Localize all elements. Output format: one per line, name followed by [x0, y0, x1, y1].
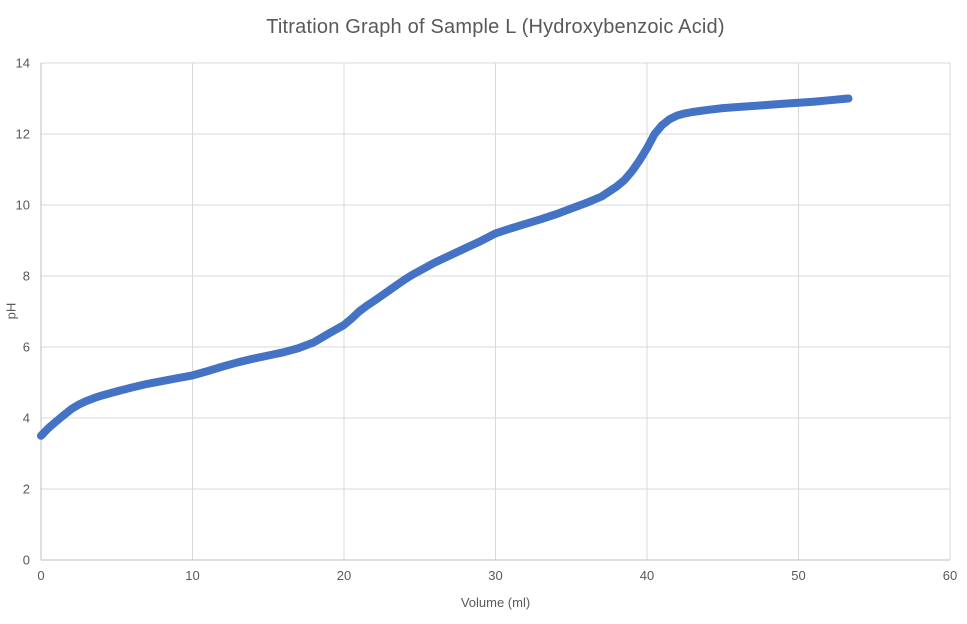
y-tick-label: 10 [16, 198, 30, 213]
x-tick-label: 30 [488, 568, 502, 583]
y-tick-label: 14 [16, 56, 30, 71]
x-tick-label: 40 [640, 568, 654, 583]
y-tick-label: 12 [16, 127, 30, 142]
y-tick-label: 8 [23, 269, 30, 284]
x-tick-label: 0 [37, 568, 44, 583]
y-tick-label: 6 [23, 340, 30, 355]
y-tick-label: 2 [23, 482, 30, 497]
x-axis-title: Volume (ml) [460, 595, 531, 610]
x-tick-label: 10 [185, 568, 199, 583]
x-tick-label: 20 [337, 568, 351, 583]
x-tick-label: 50 [791, 568, 805, 583]
titration-curve [37, 94, 853, 440]
chart-title: Titration Graph of Sample L (Hydroxybenz… [266, 16, 725, 38]
y-tick-label: 0 [23, 553, 30, 568]
x-tick-label: 60 [943, 568, 957, 583]
y-tick-label: 4 [23, 411, 30, 426]
